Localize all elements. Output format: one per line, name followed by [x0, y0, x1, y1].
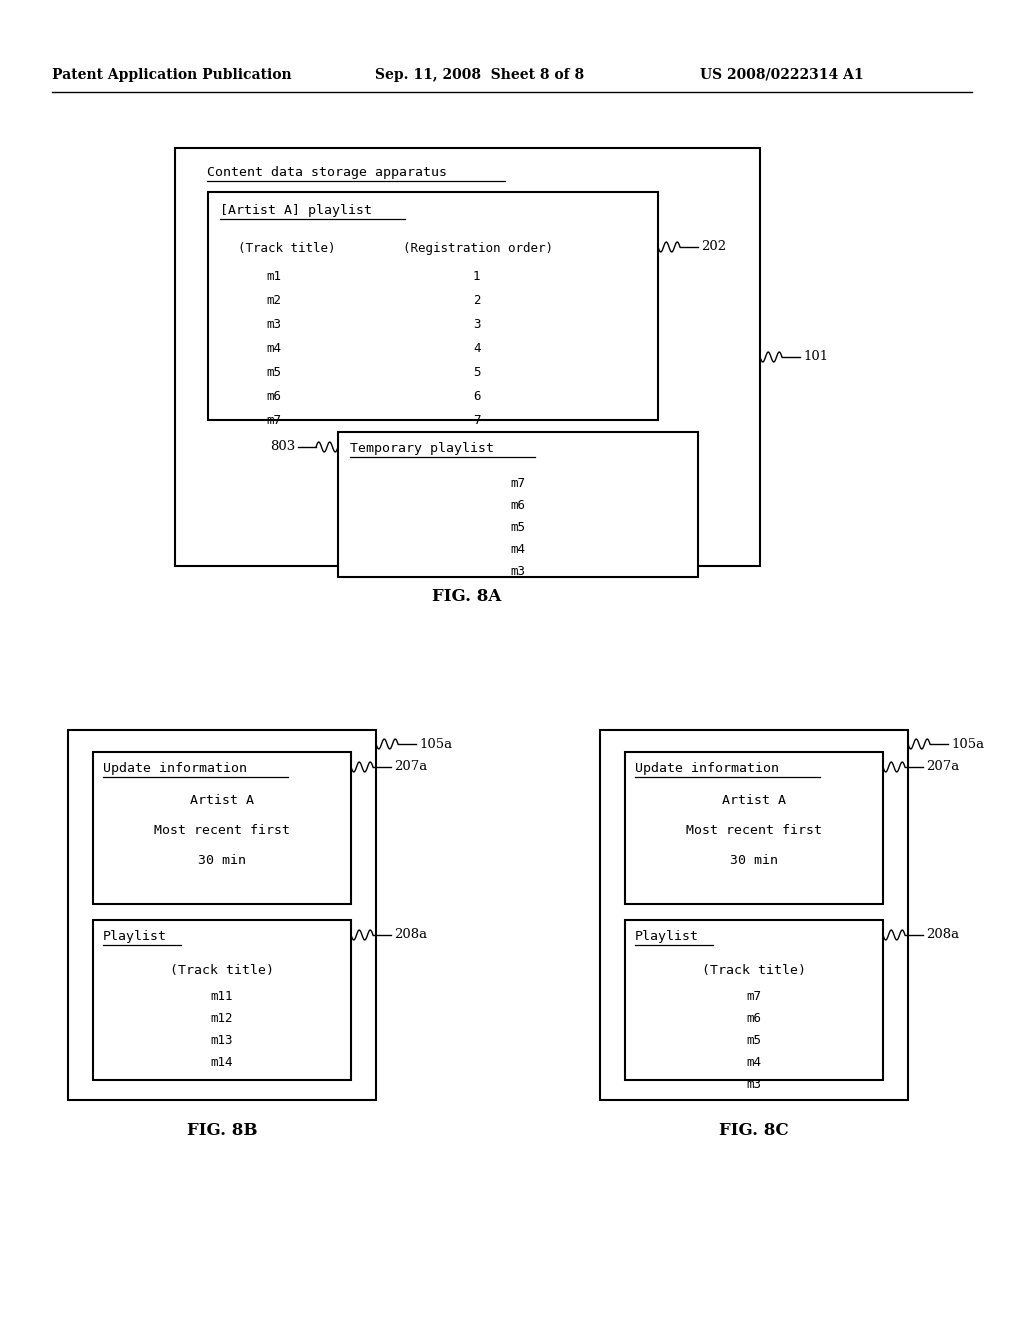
- Text: US 2008/0222314 A1: US 2008/0222314 A1: [700, 69, 863, 82]
- Text: m11: m11: [211, 990, 233, 1003]
- Bar: [93, 752, 351, 904]
- Text: 4: 4: [473, 342, 480, 355]
- Text: m3: m3: [746, 1078, 762, 1092]
- Text: 2: 2: [473, 294, 480, 308]
- Text: 101: 101: [803, 351, 828, 363]
- Bar: [600, 730, 908, 1100]
- Text: Content data storage apparatus: Content data storage apparatus: [207, 166, 447, 180]
- Text: m12: m12: [211, 1012, 233, 1026]
- Text: Most recent first: Most recent first: [686, 824, 822, 837]
- Text: m6: m6: [266, 389, 281, 403]
- Text: Sep. 11, 2008  Sheet 8 of 8: Sep. 11, 2008 Sheet 8 of 8: [375, 69, 584, 82]
- Text: m13: m13: [211, 1034, 233, 1047]
- Text: 30 min: 30 min: [730, 854, 778, 867]
- Text: 208a: 208a: [926, 928, 959, 941]
- Text: m14: m14: [211, 1056, 233, 1069]
- Text: (Track title): (Track title): [238, 242, 336, 255]
- Text: 5: 5: [473, 366, 480, 379]
- Text: 208a: 208a: [394, 928, 427, 941]
- Bar: [208, 191, 658, 420]
- Text: 207a: 207a: [926, 760, 959, 774]
- Text: Temporary playlist: Temporary playlist: [350, 442, 494, 455]
- Text: 3: 3: [473, 318, 480, 331]
- Bar: [93, 920, 351, 1080]
- Text: Patent Application Publication: Patent Application Publication: [52, 69, 292, 82]
- Text: 1: 1: [473, 271, 480, 282]
- Text: m6: m6: [511, 499, 525, 512]
- Text: Artist A: Artist A: [722, 795, 786, 807]
- Text: m7: m7: [746, 990, 762, 1003]
- Text: 803: 803: [269, 441, 295, 454]
- Text: Update information: Update information: [635, 762, 779, 775]
- Text: 7: 7: [473, 414, 480, 426]
- Text: FIG. 8A: FIG. 8A: [432, 587, 502, 605]
- Text: m4: m4: [266, 342, 281, 355]
- Text: m4: m4: [746, 1056, 762, 1069]
- Bar: [625, 920, 883, 1080]
- Bar: [338, 432, 698, 577]
- Text: Playlist: Playlist: [635, 931, 699, 942]
- Text: m1: m1: [266, 271, 281, 282]
- Text: m4: m4: [511, 543, 525, 556]
- Text: m5: m5: [511, 521, 525, 535]
- Text: (Track title): (Track title): [702, 964, 806, 977]
- Text: (Track title): (Track title): [170, 964, 274, 977]
- Text: 6: 6: [473, 389, 480, 403]
- Text: m3: m3: [266, 318, 281, 331]
- Text: Update information: Update information: [103, 762, 247, 775]
- Text: FIG. 8C: FIG. 8C: [719, 1122, 788, 1139]
- Text: FIG. 8B: FIG. 8B: [186, 1122, 257, 1139]
- Text: m7: m7: [266, 414, 281, 426]
- Text: 207a: 207a: [394, 760, 427, 774]
- Text: 105a: 105a: [951, 738, 984, 751]
- Text: (Registration order): (Registration order): [403, 242, 553, 255]
- Text: [Artist A] playlist: [Artist A] playlist: [220, 205, 372, 216]
- Text: m5: m5: [746, 1034, 762, 1047]
- Bar: [68, 730, 376, 1100]
- Text: m2: m2: [266, 294, 281, 308]
- Text: 30 min: 30 min: [198, 854, 246, 867]
- Text: 202: 202: [701, 240, 726, 253]
- Bar: [175, 148, 760, 566]
- Text: Artist A: Artist A: [190, 795, 254, 807]
- Text: m3: m3: [511, 565, 525, 578]
- Text: Playlist: Playlist: [103, 931, 167, 942]
- Text: m6: m6: [746, 1012, 762, 1026]
- Text: Most recent first: Most recent first: [154, 824, 290, 837]
- Bar: [625, 752, 883, 904]
- Text: m5: m5: [266, 366, 281, 379]
- Text: 105a: 105a: [419, 738, 453, 751]
- Text: m7: m7: [511, 477, 525, 490]
